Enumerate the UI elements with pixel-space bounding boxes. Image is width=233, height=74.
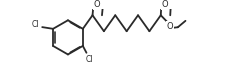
Text: O: O (94, 0, 100, 9)
Text: Cl: Cl (31, 20, 39, 29)
Text: O: O (161, 0, 168, 9)
Text: Cl: Cl (86, 55, 93, 64)
Text: O: O (167, 22, 174, 31)
